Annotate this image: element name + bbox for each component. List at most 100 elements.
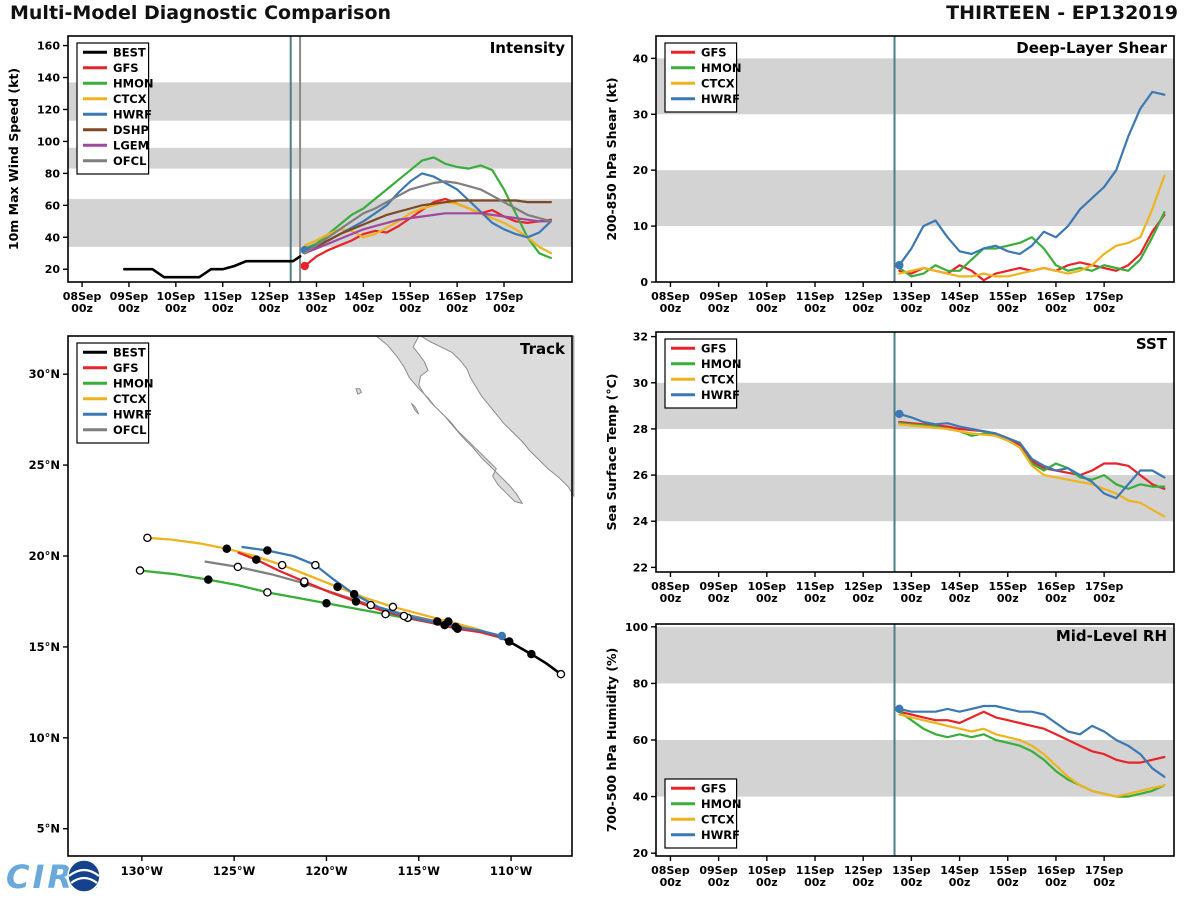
svg-text:09Sep: 09Sep [699, 580, 738, 593]
svg-text:40: 40 [45, 231, 61, 244]
svg-text:08Sep: 08Sep [651, 290, 690, 303]
svg-text:Deep-Layer Shear: Deep-Layer Shear [1016, 39, 1167, 57]
svg-text:00z: 00z [997, 302, 1019, 315]
svg-text:30: 30 [633, 377, 649, 390]
svg-text:00z: 00z [306, 302, 328, 315]
page-title: Multi-Model Diagnostic Comparison [10, 2, 392, 24]
svg-text:120: 120 [37, 103, 60, 116]
svg-text:CTCX: CTCX [701, 76, 735, 90]
svg-text:11Sep: 11Sep [796, 864, 835, 877]
svg-text:CTCX: CTCX [701, 812, 735, 826]
svg-text:HMON: HMON [701, 61, 741, 75]
svg-text:12Sep: 12Sep [844, 864, 883, 877]
svg-text:40: 40 [633, 52, 649, 65]
svg-text:10Sep: 10Sep [748, 290, 787, 303]
svg-text:HWRF: HWRF [701, 828, 740, 842]
svg-text:140: 140 [37, 72, 60, 85]
svg-text:00z: 00z [212, 302, 234, 315]
svg-text:10Sep: 10Sep [748, 580, 787, 593]
sst-panel: 22242628303208Sep00z09Sep00z10Sep00z11Se… [604, 331, 1175, 605]
svg-text:13Sep: 13Sep [892, 580, 931, 593]
svg-text:GFS: GFS [701, 45, 727, 59]
svg-text:17Sep: 17Sep [1085, 290, 1124, 303]
svg-text:08Sep: 08Sep [651, 580, 690, 593]
svg-text:00z: 00z [353, 302, 375, 315]
svg-text:GFS: GFS [701, 781, 727, 795]
svg-text:00z: 00z [852, 876, 874, 889]
svg-text:Mid-Level RH: Mid-Level RH [1056, 627, 1167, 645]
svg-text:15Sep: 15Sep [988, 864, 1027, 877]
svg-text:00z: 00z [949, 876, 971, 889]
svg-text:HWRF: HWRF [701, 388, 740, 402]
svg-text:HWRF: HWRF [113, 107, 152, 121]
svg-text:BEST: BEST [113, 345, 146, 359]
svg-text:00z: 00z [901, 302, 923, 315]
svg-text:32: 32 [633, 331, 648, 344]
svg-text:100: 100 [37, 135, 60, 148]
svg-text:GFS: GFS [113, 61, 139, 75]
svg-text:00z: 00z [804, 876, 826, 889]
svg-text:13Sep: 13Sep [297, 290, 336, 303]
track-panel: 130°W 125°W 120°W 115°W 110°W 5°N 10°N 15°N 20°N… [29, 335, 575, 878]
svg-text:00z: 00z [118, 302, 140, 315]
svg-text:11Sep: 11Sep [796, 580, 835, 593]
svg-text:16Sep: 16Sep [1037, 580, 1076, 593]
svg-text:00z: 00z [399, 302, 421, 315]
svg-text:00z: 00z [756, 302, 778, 315]
svg-text:10Sep: 10Sep [157, 290, 196, 303]
svg-text:20: 20 [633, 847, 649, 860]
svg-text:00z: 00z [901, 876, 923, 889]
svg-text:00z: 00z [852, 302, 874, 315]
svg-text:30°N: 30°N [29, 367, 60, 381]
mid-level-rh-panel: 2040608010008Sep00z09Sep00z10Sep00z11Sep… [604, 621, 1175, 889]
svg-text:CTCX: CTCX [113, 392, 147, 406]
svg-text:12Sep: 12Sep [844, 580, 883, 593]
svg-text:16Sep: 16Sep [1037, 290, 1076, 303]
svg-text:00z: 00z [259, 302, 281, 315]
svg-text:00z: 00z [1045, 592, 1067, 605]
svg-text:00z: 00z [997, 592, 1019, 605]
svg-text:OFCL: OFCL [113, 423, 147, 437]
svg-text:16Sep: 16Sep [438, 290, 477, 303]
svg-text:17Sep: 17Sep [1085, 580, 1124, 593]
svg-text:00z: 00z [660, 876, 682, 889]
svg-text:00z: 00z [852, 592, 874, 605]
svg-text:14Sep: 14Sep [940, 290, 979, 303]
svg-text:HMON: HMON [701, 357, 741, 371]
svg-text:12Sep: 12Sep [250, 290, 289, 303]
storm-id: THIRTEEN - EP132019 [946, 2, 1178, 24]
svg-text:00z: 00z [949, 302, 971, 315]
svg-text:125°W: 125°W [213, 864, 256, 878]
svg-text:130°W: 130°W [121, 864, 164, 878]
svg-text:17Sep: 17Sep [1085, 864, 1124, 877]
svg-text:Sea Surface Temp (°C): Sea Surface Temp (°C) [604, 374, 619, 531]
svg-text:00z: 00z [1093, 592, 1115, 605]
svg-text:00z: 00z [1045, 876, 1067, 889]
svg-text:16Sep: 16Sep [1037, 864, 1076, 877]
svg-text:HMON: HMON [701, 797, 741, 811]
svg-text:17Sep: 17Sep [485, 290, 524, 303]
svg-text:30: 30 [633, 108, 649, 121]
svg-text:Intensity: Intensity [490, 39, 566, 57]
svg-text:GFS: GFS [701, 341, 727, 355]
svg-text:CTCX: CTCX [113, 92, 147, 106]
svg-text:15Sep: 15Sep [988, 290, 1027, 303]
svg-text:CTCX: CTCX [701, 372, 735, 386]
svg-text:5°N: 5°N [37, 822, 60, 836]
svg-text:60: 60 [45, 199, 61, 212]
svg-text:Track: Track [520, 340, 566, 358]
svg-text:00z: 00z [708, 302, 730, 315]
svg-text:SST: SST [1136, 335, 1168, 353]
svg-text:HWRF: HWRF [113, 407, 152, 421]
deep-layer-shear-panel: 01020304008Sep00z09Sep00z10Sep00z11Sep00… [604, 35, 1175, 315]
svg-text:00z: 00z [71, 302, 93, 315]
svg-text:115°W: 115°W [398, 864, 441, 878]
svg-text:00z: 00z [708, 876, 730, 889]
svg-text:00z: 00z [901, 592, 923, 605]
svg-text:10m Max Wind Speed (kt): 10m Max Wind Speed (kt) [6, 68, 21, 250]
svg-text:00z: 00z [756, 592, 778, 605]
svg-text:00z: 00z [756, 876, 778, 889]
svg-text:00z: 00z [660, 302, 682, 315]
svg-text:13Sep: 13Sep [892, 290, 931, 303]
